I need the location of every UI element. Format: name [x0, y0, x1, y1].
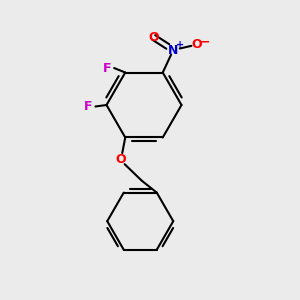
- Text: −: −: [200, 35, 210, 48]
- Text: +: +: [176, 40, 184, 50]
- Text: O: O: [191, 38, 202, 51]
- Text: O: O: [116, 153, 126, 166]
- Text: O: O: [148, 31, 159, 44]
- Text: N: N: [168, 44, 178, 56]
- Text: F: F: [102, 61, 111, 74]
- Text: F: F: [84, 100, 92, 113]
